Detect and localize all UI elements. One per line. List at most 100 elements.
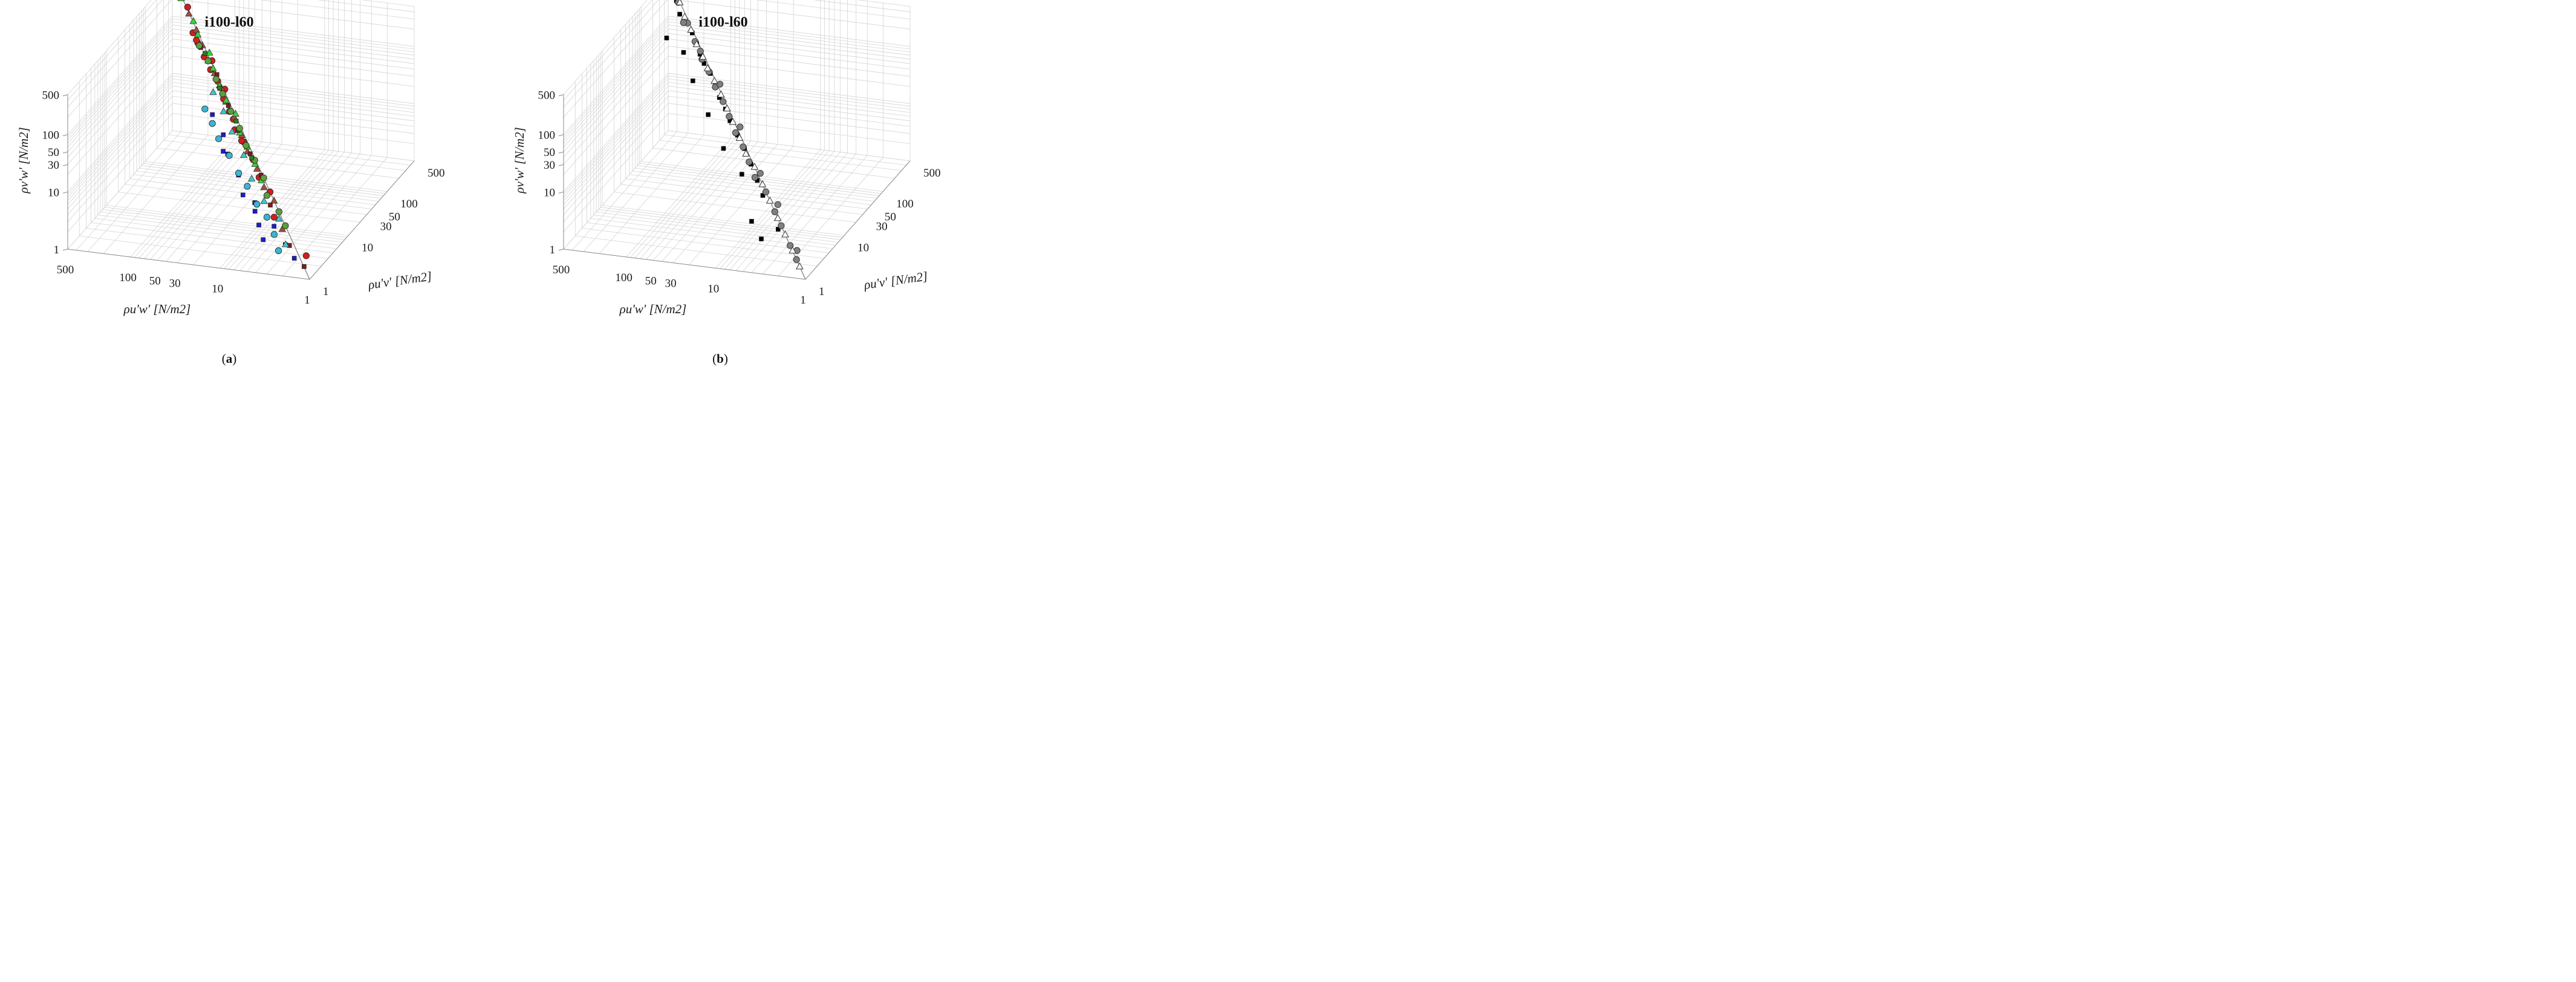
data-point [687,25,695,33]
gridline [67,28,173,148]
data-point [226,152,233,159]
gridline [172,82,415,113]
z-tick-label: 30 [544,159,555,172]
gridline [563,73,669,192]
x-tick-label: 30 [169,278,181,290]
y-tick-label: 500 [923,167,941,180]
gridline [720,150,825,269]
gridline [668,113,911,144]
gridline [67,73,173,192]
gridline [575,235,818,267]
gridline [563,96,669,215]
gridline [67,0,157,100]
series-0 [184,4,310,259]
gridline [675,0,911,30]
data-point [703,64,712,71]
gridline [79,235,322,267]
gridline [563,86,669,205]
data-point [270,213,278,221]
data-point [177,0,185,1]
data-point [716,80,724,88]
gridline [172,16,415,47]
gridline [596,212,839,243]
data-point [256,223,261,227]
gridline [67,79,173,198]
gridline [150,140,255,260]
data-point [253,164,261,172]
data-point [773,213,782,221]
gridline [224,150,329,269]
data-point [740,172,744,177]
z-tick-label: 100 [538,129,556,142]
data-point [675,0,684,5]
data-point [247,151,253,157]
z-tick-mark [558,191,564,193]
data-point [236,125,243,132]
data-point [723,104,731,112]
data-point [185,10,193,17]
gridline [668,18,911,50]
gridline [563,76,669,195]
gridline [157,141,262,261]
x-tick-label: 100 [615,272,633,284]
gridline [563,90,669,210]
gridline [625,178,868,210]
z-tick-label: 10 [48,186,59,199]
data-point [680,19,687,27]
data-point [735,134,744,141]
gridline [659,140,902,171]
data-point [221,149,226,154]
data-point [240,192,246,198]
gridline [239,152,345,271]
gridline [67,25,173,144]
data-point [699,53,707,60]
data-point [711,77,718,84]
data-point [758,180,767,187]
y-tick-label: 10 [362,241,373,254]
data-point [275,215,283,222]
x-tick-label: 10 [707,282,719,295]
gridline [172,73,415,104]
gridline [87,132,193,252]
x-tick-label: 50 [645,275,657,288]
data-point [721,146,726,151]
gridline [563,0,652,100]
gridline [563,103,669,223]
data-point [210,112,215,117]
gridline [632,171,875,202]
y-tick-label: 30 [876,221,888,233]
gridline [668,90,911,122]
gridline [86,227,328,259]
gridline [172,45,415,77]
data-point [697,48,704,55]
gridline [317,0,415,13]
x-ticks: 500 100 50 30 10 1 [57,264,310,307]
gridline [593,215,836,246]
y-tick-label: 1 [323,285,329,298]
x-ticks: 500 100 50 30 10 1 [553,264,806,307]
gridline [138,139,244,259]
data-point [212,76,220,83]
series-4 [195,42,289,229]
data-point [209,88,217,95]
gridline [129,178,372,210]
series-0 [664,0,781,241]
gridline [118,192,360,223]
z-tick-label: 500 [42,89,60,102]
data-point [204,57,212,65]
gridline [139,167,382,199]
gridline [133,174,376,206]
data-point [227,108,235,115]
gridline [233,151,339,270]
z-axis-label: ρv'w' [N/m2] [16,127,31,194]
data-point [217,85,222,91]
gridline [668,82,911,113]
data-point [774,201,781,208]
data-point [222,96,230,103]
gridline [177,144,282,263]
x-tick-label: 100 [119,272,137,284]
gridline [668,45,911,77]
data-point [195,42,203,50]
gridline [172,96,415,127]
data-point [260,174,267,181]
